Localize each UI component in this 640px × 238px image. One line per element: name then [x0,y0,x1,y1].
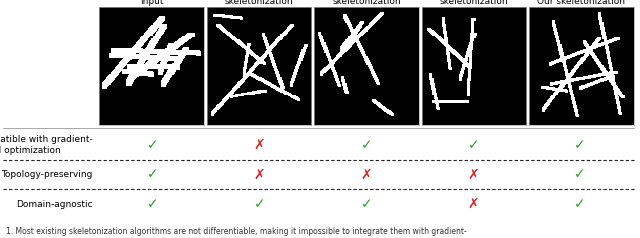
Text: ✗: ✗ [467,168,479,182]
Title: Neural-network-based
skeletonization: Neural-network-based skeletonization [424,0,524,6]
Text: Compatible with gradient-
based optimization: Compatible with gradient- based optimiza… [0,135,93,155]
Title: Our skeletonization: Our skeletonization [538,0,625,6]
Text: ✓: ✓ [574,197,586,211]
Text: ✓: ✓ [574,138,586,152]
Title: Morphological
skeletonization: Morphological skeletonization [332,0,401,6]
Text: ✗: ✗ [253,138,266,152]
Text: ✓: ✓ [147,138,159,152]
Text: ✓: ✓ [147,168,159,182]
Text: ✓: ✓ [147,197,159,211]
Text: ✗: ✗ [467,197,479,211]
Title: Input: Input [140,0,163,6]
Text: ✗: ✗ [360,168,372,182]
Text: Domain-agnostic: Domain-agnostic [16,200,93,209]
Text: ✓: ✓ [253,197,266,211]
Title: Non-differentiable
skeletonization: Non-differentiable skeletonization [218,0,300,6]
Text: ✓: ✓ [467,138,479,152]
Text: ✓: ✓ [360,197,372,211]
Text: ✓: ✓ [574,168,586,182]
Text: ✗: ✗ [253,168,266,182]
Text: Topology-preserving: Topology-preserving [1,170,93,179]
Text: ✓: ✓ [360,138,372,152]
Text: 1. Most existing skeletonization algorithms are not differentiable, making it im: 1. Most existing skeletonization algorit… [6,227,467,236]
